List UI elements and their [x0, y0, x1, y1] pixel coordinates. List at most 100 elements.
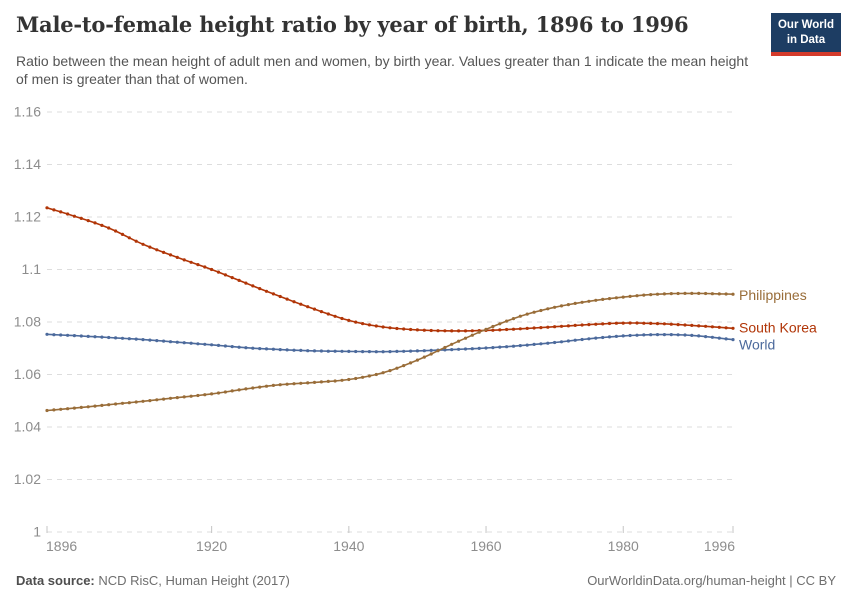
data-point[interactable]	[649, 293, 653, 297]
data-point[interactable]	[333, 349, 337, 353]
data-point[interactable]	[264, 289, 269, 293]
data-point[interactable]	[580, 323, 584, 327]
data-point[interactable]	[306, 349, 310, 353]
data-point[interactable]	[244, 346, 248, 350]
data-point[interactable]	[134, 400, 138, 404]
data-point[interactable]	[539, 342, 543, 346]
data-point[interactable]	[525, 312, 529, 316]
data-point[interactable]	[292, 348, 296, 352]
data-point[interactable]	[127, 236, 131, 240]
data-point[interactable]	[79, 334, 83, 338]
data-point[interactable]	[662, 333, 667, 337]
data-point[interactable]	[148, 338, 152, 342]
data-point[interactable]	[697, 324, 701, 328]
data-point[interactable]	[189, 341, 193, 345]
data-point[interactable]	[621, 334, 625, 338]
data-point[interactable]	[395, 349, 399, 353]
data-point[interactable]	[518, 314, 522, 318]
data-point[interactable]	[477, 330, 481, 334]
data-point[interactable]	[573, 301, 577, 305]
data-point[interactable]	[223, 344, 227, 348]
data-point[interactable]	[601, 335, 605, 340]
data-point[interactable]	[86, 219, 90, 223]
data-point[interactable]	[505, 345, 509, 349]
data-point[interactable]	[361, 322, 365, 326]
data-point[interactable]	[114, 336, 118, 340]
data-point[interactable]	[141, 242, 145, 246]
data-point[interactable]	[573, 338, 577, 342]
data-point[interactable]	[683, 323, 687, 327]
data-point[interactable]	[381, 350, 385, 354]
data-point[interactable]	[463, 347, 468, 351]
data-point[interactable]	[175, 340, 179, 344]
data-point[interactable]	[566, 324, 571, 328]
data-point[interactable]	[511, 317, 516, 321]
data-point[interactable]	[470, 329, 474, 333]
data-point[interactable]	[457, 329, 461, 333]
data-point[interactable]	[710, 335, 715, 339]
data-point[interactable]	[525, 326, 529, 330]
data-point[interactable]	[264, 384, 269, 388]
data-point[interactable]	[299, 381, 303, 385]
data-point[interactable]	[326, 379, 330, 383]
data-point[interactable]	[134, 337, 138, 341]
data-point[interactable]	[292, 300, 296, 304]
data-point[interactable]	[717, 325, 721, 329]
data-point[interactable]	[45, 332, 49, 336]
data-point[interactable]	[710, 325, 715, 329]
data-point[interactable]	[587, 299, 591, 303]
data-point[interactable]	[532, 326, 536, 330]
data-point[interactable]	[628, 294, 632, 298]
data-point[interactable]	[443, 329, 447, 333]
data-point[interactable]	[196, 263, 200, 267]
data-point[interactable]	[162, 397, 166, 401]
data-point[interactable]	[731, 292, 735, 296]
data-point[interactable]	[361, 375, 365, 379]
data-point[interactable]	[210, 392, 214, 396]
data-point[interactable]	[402, 349, 406, 353]
data-point[interactable]	[498, 328, 502, 332]
data-point[interactable]	[669, 333, 673, 337]
data-point[interactable]	[724, 326, 728, 330]
data-point[interactable]	[52, 333, 56, 337]
data-point[interactable]	[182, 395, 186, 399]
data-point[interactable]	[594, 322, 598, 326]
data-point[interactable]	[155, 398, 159, 402]
data-point[interactable]	[409, 327, 413, 332]
data-point[interactable]	[381, 371, 385, 375]
series-world[interactable]: World	[45, 332, 775, 354]
data-point[interactable]	[505, 327, 509, 332]
data-point[interactable]	[402, 327, 406, 331]
data-point[interactable]	[566, 339, 571, 343]
data-point[interactable]	[230, 276, 234, 280]
data-point[interactable]	[45, 206, 49, 210]
data-point[interactable]	[559, 304, 564, 308]
data-point[interactable]	[278, 294, 282, 299]
data-point[interactable]	[264, 347, 269, 351]
data-point[interactable]	[559, 340, 564, 344]
data-point[interactable]	[347, 349, 351, 353]
data-point[interactable]	[628, 321, 632, 325]
data-point[interactable]	[463, 329, 468, 333]
data-point[interactable]	[271, 383, 275, 387]
data-point[interactable]	[601, 322, 605, 326]
data-point[interactable]	[66, 333, 70, 337]
data-point[interactable]	[580, 300, 584, 304]
data-point[interactable]	[580, 337, 584, 342]
data-point[interactable]	[100, 223, 104, 227]
data-point[interactable]	[525, 343, 529, 347]
data-point[interactable]	[148, 399, 152, 403]
data-point[interactable]	[271, 347, 275, 351]
data-point[interactable]	[72, 334, 76, 338]
data-point[interactable]	[216, 343, 221, 347]
data-point[interactable]	[326, 349, 330, 353]
data-point[interactable]	[704, 291, 708, 296]
data-point[interactable]	[731, 338, 735, 342]
data-point[interactable]	[354, 349, 358, 354]
data-point[interactable]	[237, 388, 241, 392]
data-point[interactable]	[258, 385, 262, 389]
data-point[interactable]	[203, 342, 207, 346]
data-point[interactable]	[114, 402, 118, 406]
data-point[interactable]	[155, 248, 159, 252]
data-point[interactable]	[326, 312, 330, 316]
